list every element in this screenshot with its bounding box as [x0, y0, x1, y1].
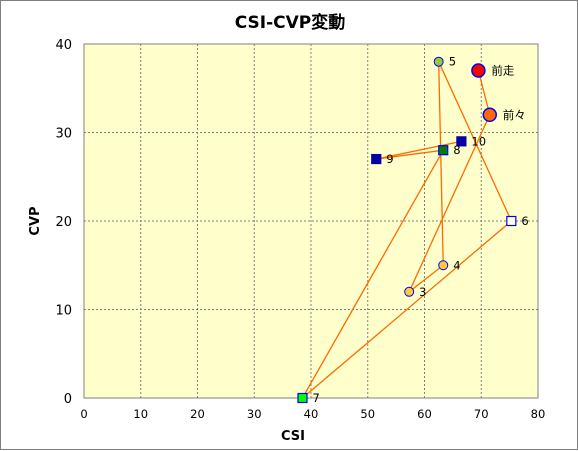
marker-3: [404, 286, 415, 297]
y-tick-label: 20: [55, 215, 72, 230]
series-path: [301, 61, 513, 399]
marker-前々: [482, 107, 498, 123]
markers: [297, 56, 517, 404]
point-label-5: 5: [449, 55, 456, 69]
point-label-前々: 前々: [503, 108, 526, 122]
point-label-7: 7: [312, 391, 319, 405]
y-tick-label: 40: [55, 38, 72, 53]
marker-5: [433, 56, 444, 67]
series-line: [301, 61, 513, 399]
point-label-6: 6: [521, 214, 528, 228]
marker-4: [438, 260, 449, 271]
x-tick-label: 50: [360, 407, 375, 421]
marker-9: [371, 153, 382, 165]
point-label-8: 8: [453, 143, 460, 157]
point-label-4: 4: [453, 258, 460, 272]
marker-6: [506, 215, 517, 227]
tick-labels: 0 10 20 30 40 50 60 70 80 0 10 20 30 40: [55, 38, 545, 421]
y-tick-label: 10: [55, 304, 72, 319]
x-tick-label: 0: [80, 407, 87, 421]
y-tick-label: 30: [55, 127, 72, 142]
x-tick-label: 70: [474, 407, 489, 421]
chart-title: CSI-CVP変動: [235, 12, 346, 33]
x-axis-title: CSI: [281, 429, 305, 444]
point-label-9: 9: [386, 152, 393, 166]
point-label-前走: 前走: [491, 64, 514, 78]
marker-8: [438, 145, 449, 156]
y-tick-label: 0: [64, 392, 72, 407]
y-axis-title: CVP: [28, 206, 43, 235]
marker-前走: [471, 63, 486, 78]
marker-10: [456, 136, 467, 147]
x-tick-label: 60: [417, 407, 432, 421]
x-tick-label: 40: [304, 407, 319, 421]
x-tick-label: 30: [247, 407, 262, 421]
x-tick-label: 80: [531, 407, 546, 421]
marker-7: [297, 392, 308, 404]
point-label-10: 10: [471, 134, 486, 148]
x-tick-label: 10: [133, 407, 148, 421]
point-label-3: 3: [419, 285, 426, 299]
x-tick-label: 20: [190, 407, 205, 421]
grid: [84, 44, 538, 398]
